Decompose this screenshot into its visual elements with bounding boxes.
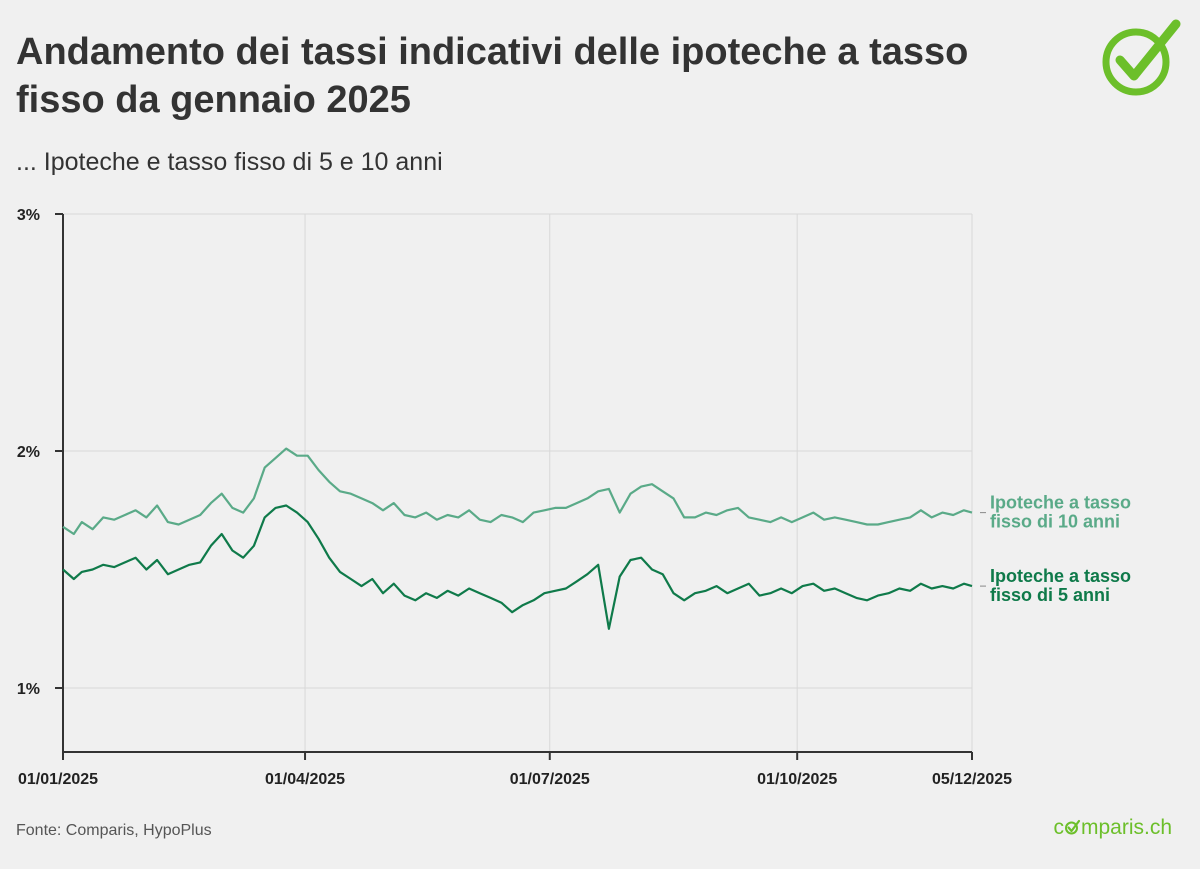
x-tick-label: 05/12/2025 — [932, 771, 1012, 788]
series-direct-label: Ipoteche a tasso fisso di 5 anni — [990, 566, 1131, 605]
check-circle-icon — [1102, 19, 1181, 96]
chart-title: Andamento dei tassi indicativi delle ipo… — [16, 31, 969, 121]
y-tick-label: 3% — [17, 207, 40, 224]
series-direct-label: Ipoteche a tasso fisso di 10 anni — [990, 493, 1131, 532]
x-tick-label: 01/10/2025 — [757, 771, 837, 788]
brand-text-end: mparis.ch — [1080, 816, 1172, 839]
x-tick-label: 01/07/2025 — [510, 771, 590, 788]
source-note: Fonte: Comparis, HypoPlus — [16, 822, 212, 839]
brand-check-o-icon — [1064, 816, 1081, 840]
brand-wordmark: c mparis.ch — [1053, 816, 1172, 840]
brand-text-start: c — [1053, 816, 1064, 839]
x-tick-label: 01/04/2025 — [265, 771, 345, 788]
x-tick-label: 01/01/2025 — [18, 771, 98, 788]
series-line-5y — [62, 504, 973, 630]
series-line-10y — [62, 447, 973, 536]
y-tick-label: 1% — [17, 681, 40, 698]
chart-subtitle: ... Ipoteche e tasso fisso di 5 e 10 ann… — [16, 148, 443, 176]
y-tick-label: 2% — [17, 444, 40, 461]
line-chart: 1% 2% 3% 01/01/2025 01/04/2025 01/07/2025 01/1… — [17, 207, 1131, 788]
